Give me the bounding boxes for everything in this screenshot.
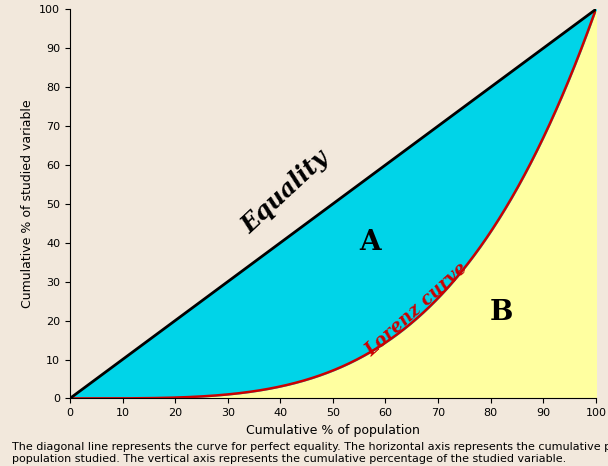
Text: A: A [359,229,381,256]
Y-axis label: Cumulative % of studied variable: Cumulative % of studied variable [21,100,33,308]
Text: B: B [489,299,513,326]
Text: Equality: Equality [237,146,334,238]
Text: The diagonal line represents the curve for perfect equality. The horizontal axis: The diagonal line represents the curve f… [12,442,608,464]
Text: Lorenz curve: Lorenz curve [362,259,472,359]
X-axis label: Cumulative % of population: Cumulative % of population [246,424,420,437]
